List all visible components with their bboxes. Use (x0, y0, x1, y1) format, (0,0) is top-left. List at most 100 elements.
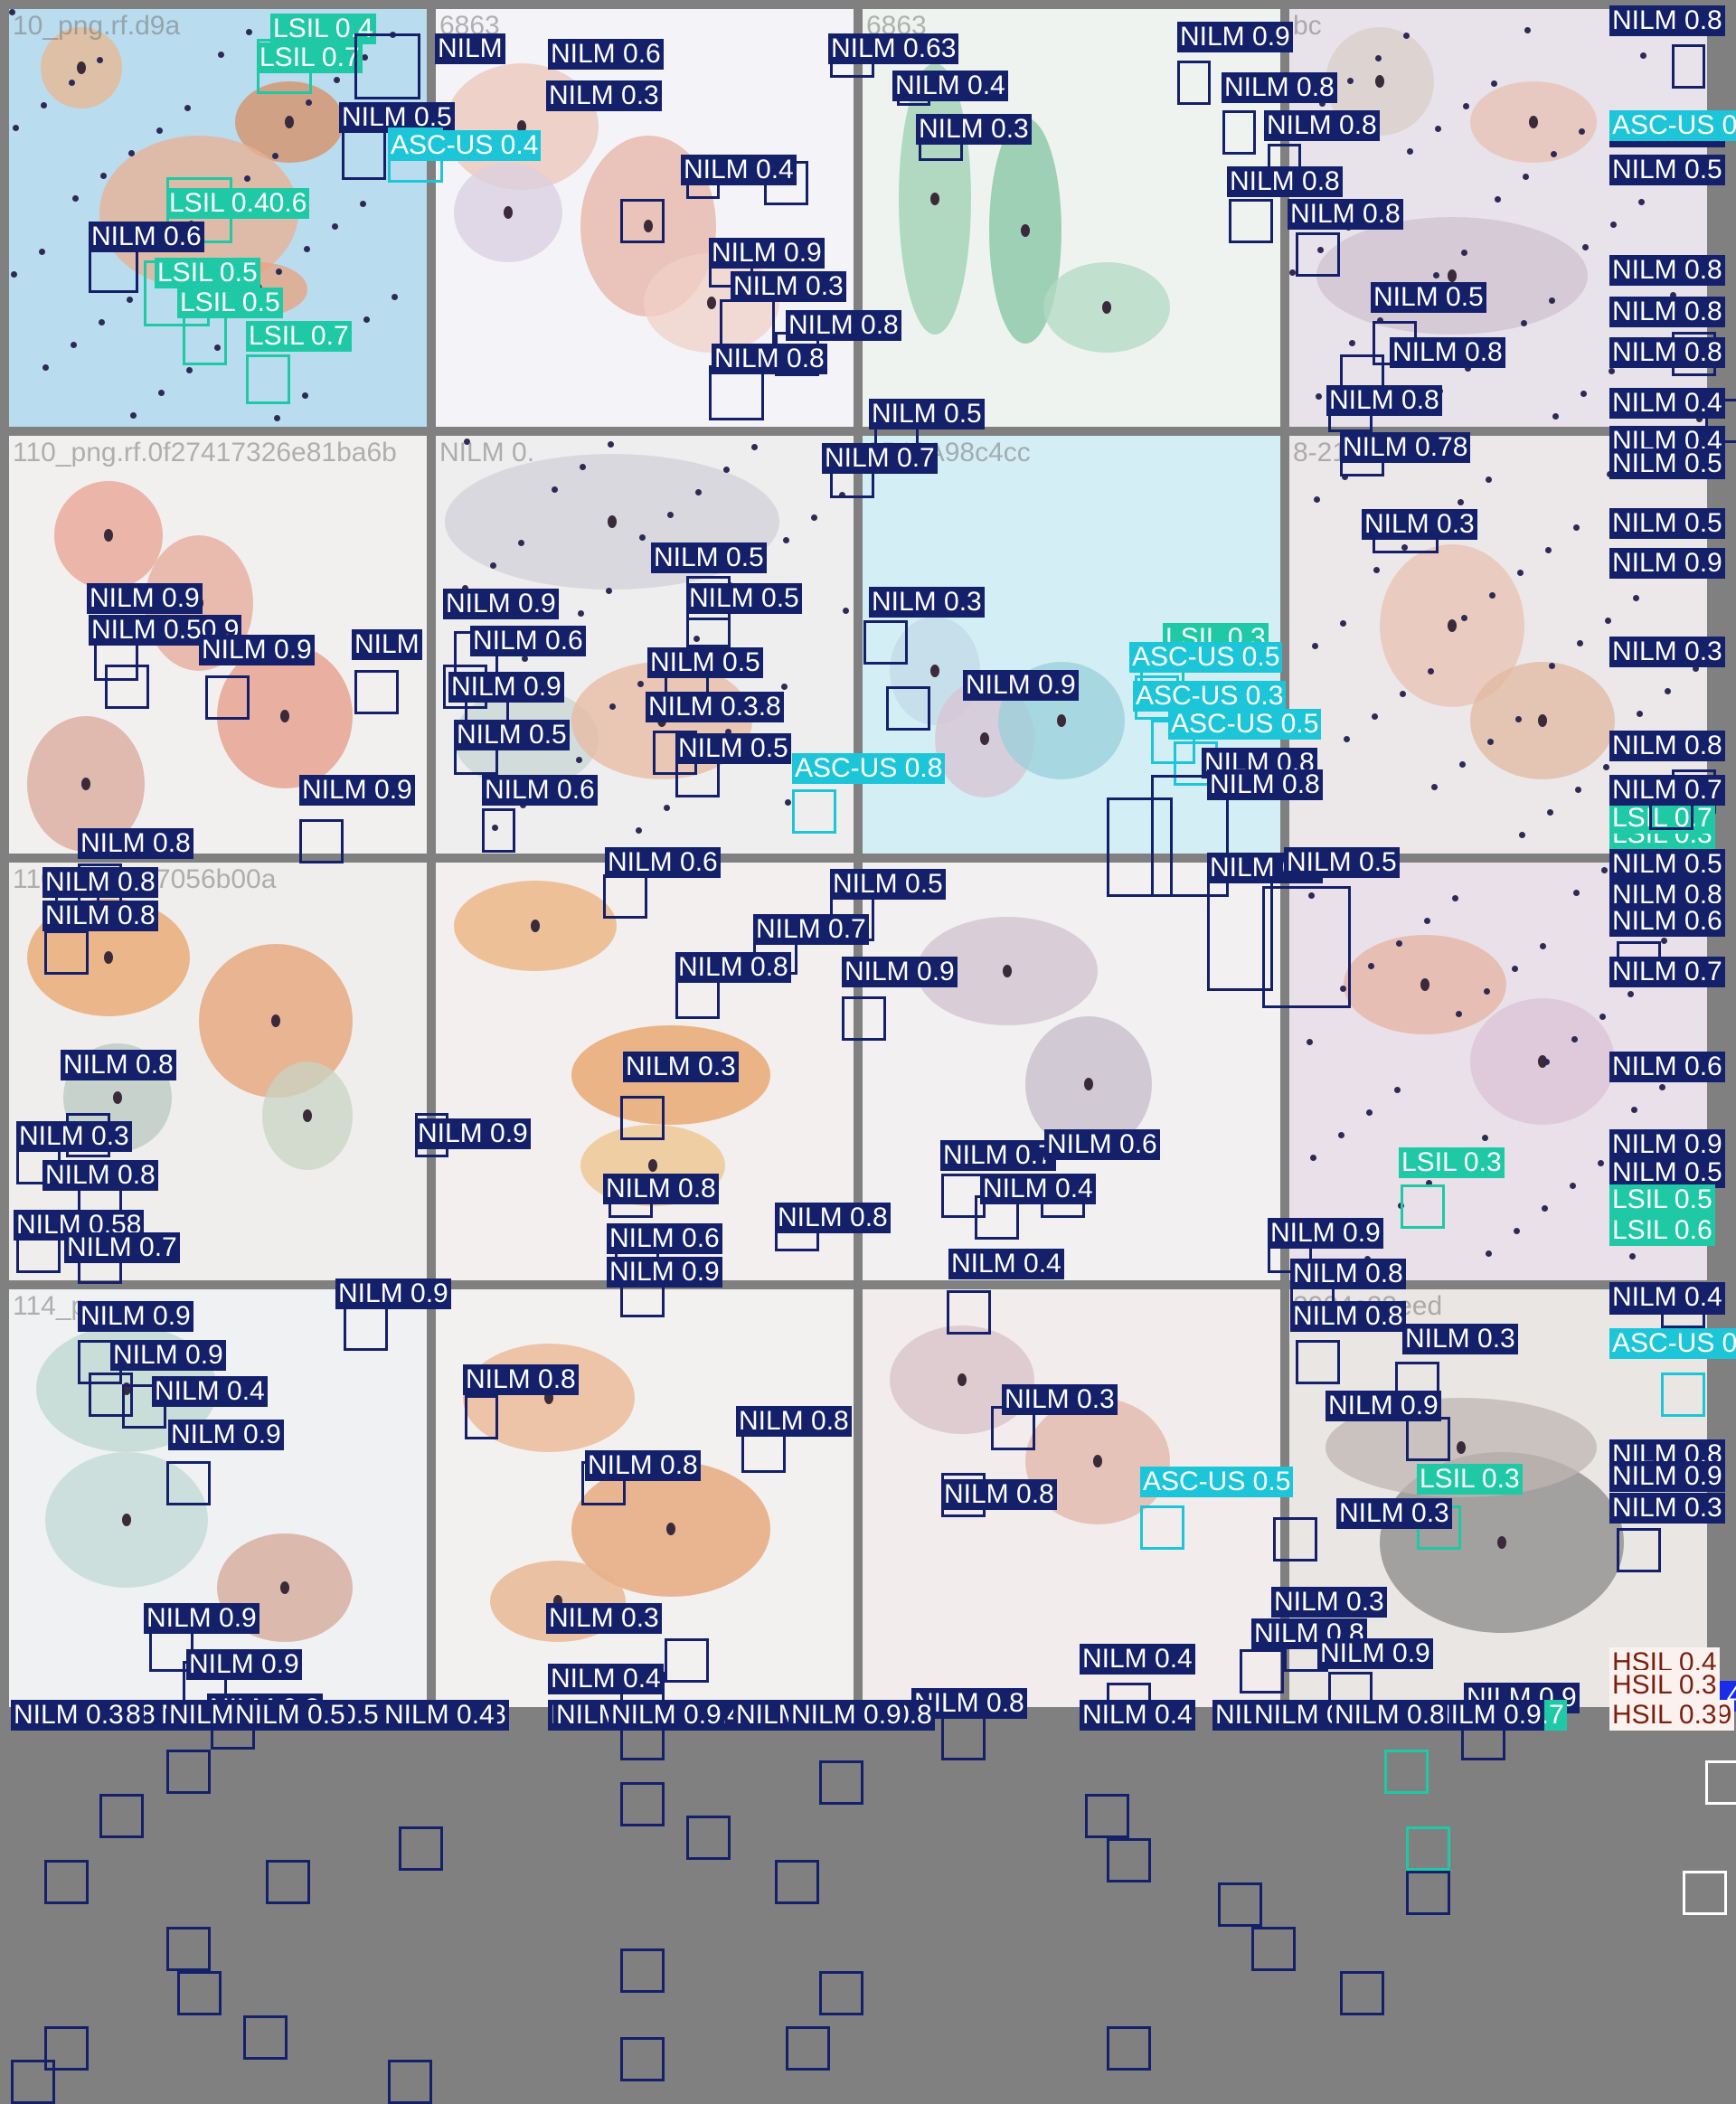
tile-filename: 110_png.rf.0f27417326e81ba6b (13, 438, 397, 467)
detection-box-nilm (482, 808, 515, 853)
stain-dot (1517, 570, 1524, 576)
detection-label: NILM 0.8 (712, 344, 827, 374)
detection-label: NILM 0.4 (980, 1174, 1096, 1204)
stain-dot (127, 297, 133, 303)
stain-dot (639, 534, 646, 541)
detection-label: NILM 0.7 (822, 443, 938, 474)
detection-box-nilm (1107, 797, 1173, 897)
detection-label: NILM 0.9 (963, 670, 1079, 701)
detection-label: NILM 0.5 (454, 720, 570, 750)
detection-label: NILM 0.9 (842, 957, 958, 987)
detection-box-asc-us (1140, 1505, 1184, 1550)
stain-dot (608, 441, 614, 448)
stain-dot (1319, 100, 1326, 107)
detection-label: NILM 0.5 (830, 869, 946, 900)
detection-label: NILM 0.6 (482, 775, 598, 806)
detection-label: NILM 0.5 (686, 583, 802, 614)
tile-14 (436, 1289, 854, 1707)
detection-label: NILM 0.8 (42, 867, 158, 898)
stain-dot (42, 364, 49, 371)
nucleus (280, 710, 289, 722)
nucleus (1529, 116, 1538, 128)
stain-dot (1487, 739, 1494, 745)
detection-label: NILM 0.9 (1609, 1129, 1725, 1160)
stain-dot (1459, 761, 1466, 768)
detection-label: NILM 0.6 (470, 626, 586, 656)
detection-label: LSIL 0.5 (1609, 1184, 1715, 1215)
nucleus (1021, 224, 1030, 237)
detection-label: NILM 0.8 (61, 1050, 176, 1080)
stain-dot (1670, 292, 1676, 298)
stain-dot (839, 492, 845, 498)
detection-box-nilm (11, 2060, 55, 2104)
stain-dot (1570, 1183, 1576, 1189)
detection-box-nilm (842, 996, 886, 1041)
nucleus (104, 529, 113, 542)
stain-dot (1579, 128, 1585, 135)
detection-box-nilm (665, 1638, 709, 1683)
detection-label: NILM 0.8 (1222, 72, 1337, 103)
detection-box-nilm (603, 874, 647, 919)
stain-dot (785, 799, 791, 806)
stain-dot (1598, 1160, 1604, 1166)
stain-dot (751, 444, 758, 450)
detection-label: ASC-US 0.3 (1133, 681, 1287, 712)
nucleus (1057, 714, 1066, 727)
stain-dot (1340, 986, 1346, 992)
detection-label: NILM 0.9 (199, 635, 315, 665)
detection-box-nilm (1240, 1649, 1284, 1694)
detection-box-nilm (342, 125, 386, 180)
stain-dot (1435, 126, 1441, 132)
detection-label: LSIL 0.6 (1609, 1215, 1715, 1246)
detection-label: NILM 0.3 (869, 587, 985, 618)
nucleus (1420, 978, 1429, 991)
stain-dot (1377, 317, 1383, 324)
detection-box-nilm (819, 1971, 863, 2015)
detection-label: NILM 0.8 (1207, 769, 1323, 800)
detection-label: NILM 0.3.8 (646, 692, 784, 722)
stain-dot (99, 319, 105, 326)
detection-label: NILM 0.8 (78, 828, 193, 859)
detection-label: NILM 0.4 (681, 155, 797, 185)
detection-box-nilm (266, 1860, 310, 1904)
detection-box-lsil (1384, 1750, 1429, 1794)
detection-box-nilm (399, 1826, 443, 1871)
detection-label: NILM 0.3 (546, 1603, 662, 1634)
detection-box-nilm (1406, 1417, 1450, 1461)
detection-box-nilm (44, 1860, 89, 1904)
stain-dot (1424, 918, 1430, 924)
stain-dot (128, 150, 135, 156)
nucleus (1375, 75, 1384, 88)
detection-label: ASC-US 0.8 (792, 753, 946, 784)
stain-dot (637, 681, 644, 687)
nucleus (104, 951, 113, 964)
nucleus (958, 1373, 967, 1386)
stain-dot (578, 610, 584, 617)
stain-dot (246, 29, 252, 35)
stain-dot (1577, 640, 1583, 646)
stain-dot (1342, 474, 1348, 480)
detection-label: NILM 0.8 (1264, 110, 1380, 141)
detection-box-nilm (354, 670, 399, 714)
detection-box-nilm (786, 2026, 830, 2071)
stain-dot (1552, 413, 1559, 420)
stain-dot (781, 684, 788, 690)
detection-label: NILM 0.9 (788, 1700, 904, 1731)
detection-label: NILM 0.8 (1288, 199, 1403, 230)
stain-dot (1372, 713, 1378, 720)
stain-dot (69, 80, 75, 86)
detection-label: NILM 0.4 (1080, 1700, 1195, 1731)
detection-label: NILM 0.6 (1609, 906, 1725, 937)
detection-box-nilm (1617, 1528, 1661, 1572)
detection-label: NILM 0.8 (1290, 1301, 1406, 1332)
stain-dot (664, 805, 670, 811)
detection-box-nilm (1406, 1871, 1450, 1915)
stain-dot (1659, 1084, 1665, 1090)
stain-dot (552, 486, 558, 493)
detection-label: NILM 0.6 (89, 222, 204, 252)
detection-label: NILM 0.5 (1284, 847, 1400, 878)
detection-label: NILM 0.6 (605, 847, 721, 878)
stain-dot (244, 175, 250, 182)
stain-dot (693, 636, 700, 642)
detection-label: ASC-US 0.5 (1140, 1467, 1294, 1497)
